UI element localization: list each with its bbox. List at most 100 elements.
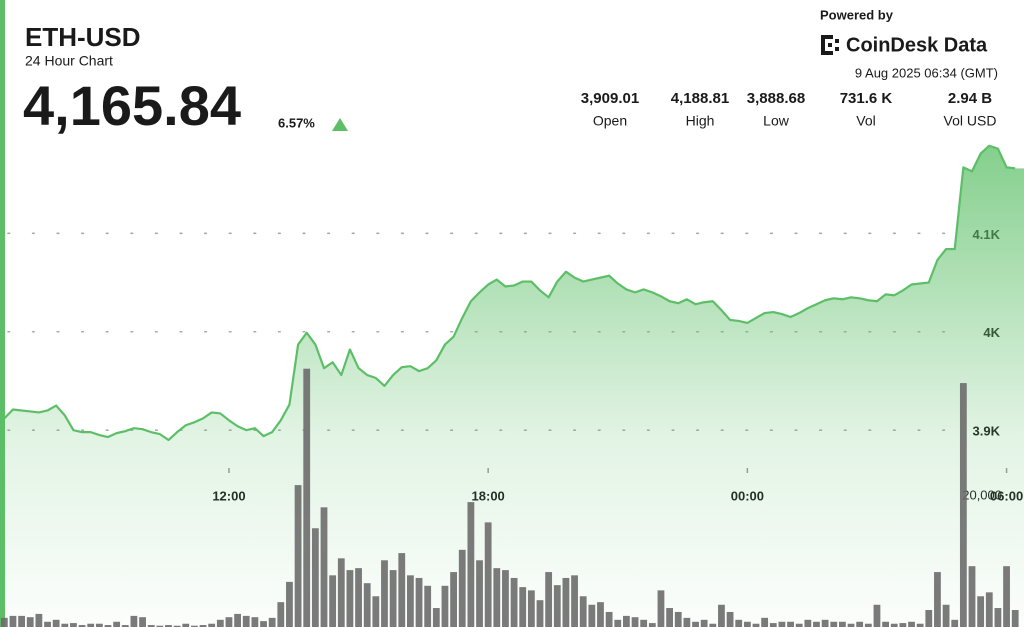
volume-bar — [199, 625, 207, 627]
volume-bar — [130, 615, 138, 627]
stat-label: High — [686, 113, 715, 129]
volume-bar — [225, 617, 233, 627]
volume-bar — [493, 568, 501, 627]
change: 6.57% — [278, 115, 315, 130]
volume-bar — [303, 368, 311, 627]
stat-label: Vol USD — [944, 113, 997, 129]
volume-bar — [70, 623, 77, 627]
volume-bar — [752, 623, 760, 627]
volume-bar — [648, 623, 656, 627]
volume-bar — [458, 549, 466, 627]
volume-bar — [959, 383, 967, 627]
volume-bar — [692, 621, 699, 627]
volume-bar — [700, 619, 708, 627]
volume-bar — [9, 615, 17, 627]
volume-bar — [761, 617, 769, 627]
volume-bar — [882, 621, 889, 627]
volume-bar — [320, 507, 328, 627]
price: 4,165.84 — [23, 74, 241, 137]
volume-bar — [286, 581, 293, 627]
volume-bar — [597, 602, 604, 627]
volume-bar — [614, 619, 622, 627]
volume-bar — [778, 621, 786, 627]
volume-bar — [44, 621, 51, 627]
stat-label: Open — [593, 113, 627, 129]
brand-logo — [821, 35, 839, 55]
volume-bar — [78, 625, 86, 627]
volume-bar — [890, 623, 898, 627]
volume-bar — [156, 625, 164, 627]
volume-bar — [553, 585, 561, 627]
volume-bar — [260, 621, 267, 627]
stat-value: 3,888.68 — [747, 90, 805, 107]
subtitle: 24 Hour Chart — [25, 53, 113, 69]
stat-value: 2.94 B — [948, 90, 992, 107]
volume-bar — [588, 604, 596, 627]
volume-bar — [873, 604, 881, 627]
volume-bar — [268, 617, 276, 627]
volume-bar — [527, 590, 535, 627]
stat-label: Vol — [856, 113, 875, 129]
stats: 3,909.01 Open 4,188.81 High 3,888.68 Low 731.6… — [581, 90, 997, 129]
volume-bar — [0, 617, 8, 627]
price-line — [3, 144, 1016, 442]
volume-bar — [631, 617, 639, 627]
volume-bar — [476, 560, 483, 627]
volume-bar — [346, 570, 354, 627]
powered-by: Powered by — [820, 7, 894, 22]
volume-bar — [735, 619, 743, 627]
volume-bar — [389, 570, 397, 627]
volume-bar — [674, 611, 682, 627]
volume-bar — [899, 623, 907, 627]
volume-bar — [726, 611, 734, 627]
volume-bar — [718, 604, 725, 627]
volume-bar — [147, 625, 155, 627]
volume-bar — [407, 575, 414, 627]
volume-bar — [683, 617, 691, 627]
volume-bar — [657, 590, 665, 627]
brand: CoinDesk Data — [846, 34, 988, 56]
volume-bar — [415, 577, 423, 627]
volume-bar — [847, 623, 855, 627]
volume-bar — [484, 522, 492, 627]
up-arrow — [332, 118, 348, 131]
volume-bar — [251, 617, 259, 627]
volume-bar — [208, 623, 216, 627]
volume-bar — [510, 577, 518, 627]
volume-bar — [363, 583, 371, 627]
volume-bar — [787, 621, 794, 627]
accent-bar — [0, 0, 5, 627]
volume-bar — [242, 615, 250, 627]
price-area — [4, 145, 1024, 627]
volume-bar — [864, 623, 872, 627]
volume-bar — [87, 623, 95, 627]
volume-bar — [821, 619, 829, 627]
volume-bar — [26, 617, 34, 627]
volume-bar — [571, 575, 578, 627]
volume-bar — [985, 592, 993, 627]
volume-bar — [35, 613, 43, 627]
volume-bar — [519, 587, 527, 627]
volume-bar — [311, 528, 319, 627]
volume-bar — [432, 608, 440, 627]
volume-bar — [502, 570, 509, 627]
volume-bar — [424, 585, 432, 627]
volume-bar — [191, 625, 198, 627]
volume-bar — [398, 553, 406, 627]
volume-bar — [804, 619, 812, 627]
volume-bar — [294, 485, 302, 627]
stat-label: Low — [763, 113, 790, 129]
timestamp: 9 Aug 2025 06:34 (GMT) — [855, 65, 998, 80]
volume-bar — [562, 577, 570, 627]
volume-bar — [839, 621, 846, 627]
volume-bar — [1003, 566, 1010, 627]
volume-bar — [545, 572, 553, 627]
volume-bar — [450, 572, 457, 627]
volume-bar — [139, 617, 146, 627]
volume-bar — [355, 568, 362, 627]
volume-bar — [329, 575, 337, 627]
volume-bar — [769, 623, 777, 627]
volume-bar — [623, 615, 630, 627]
stat-value: 3,909.01 — [581, 90, 639, 107]
